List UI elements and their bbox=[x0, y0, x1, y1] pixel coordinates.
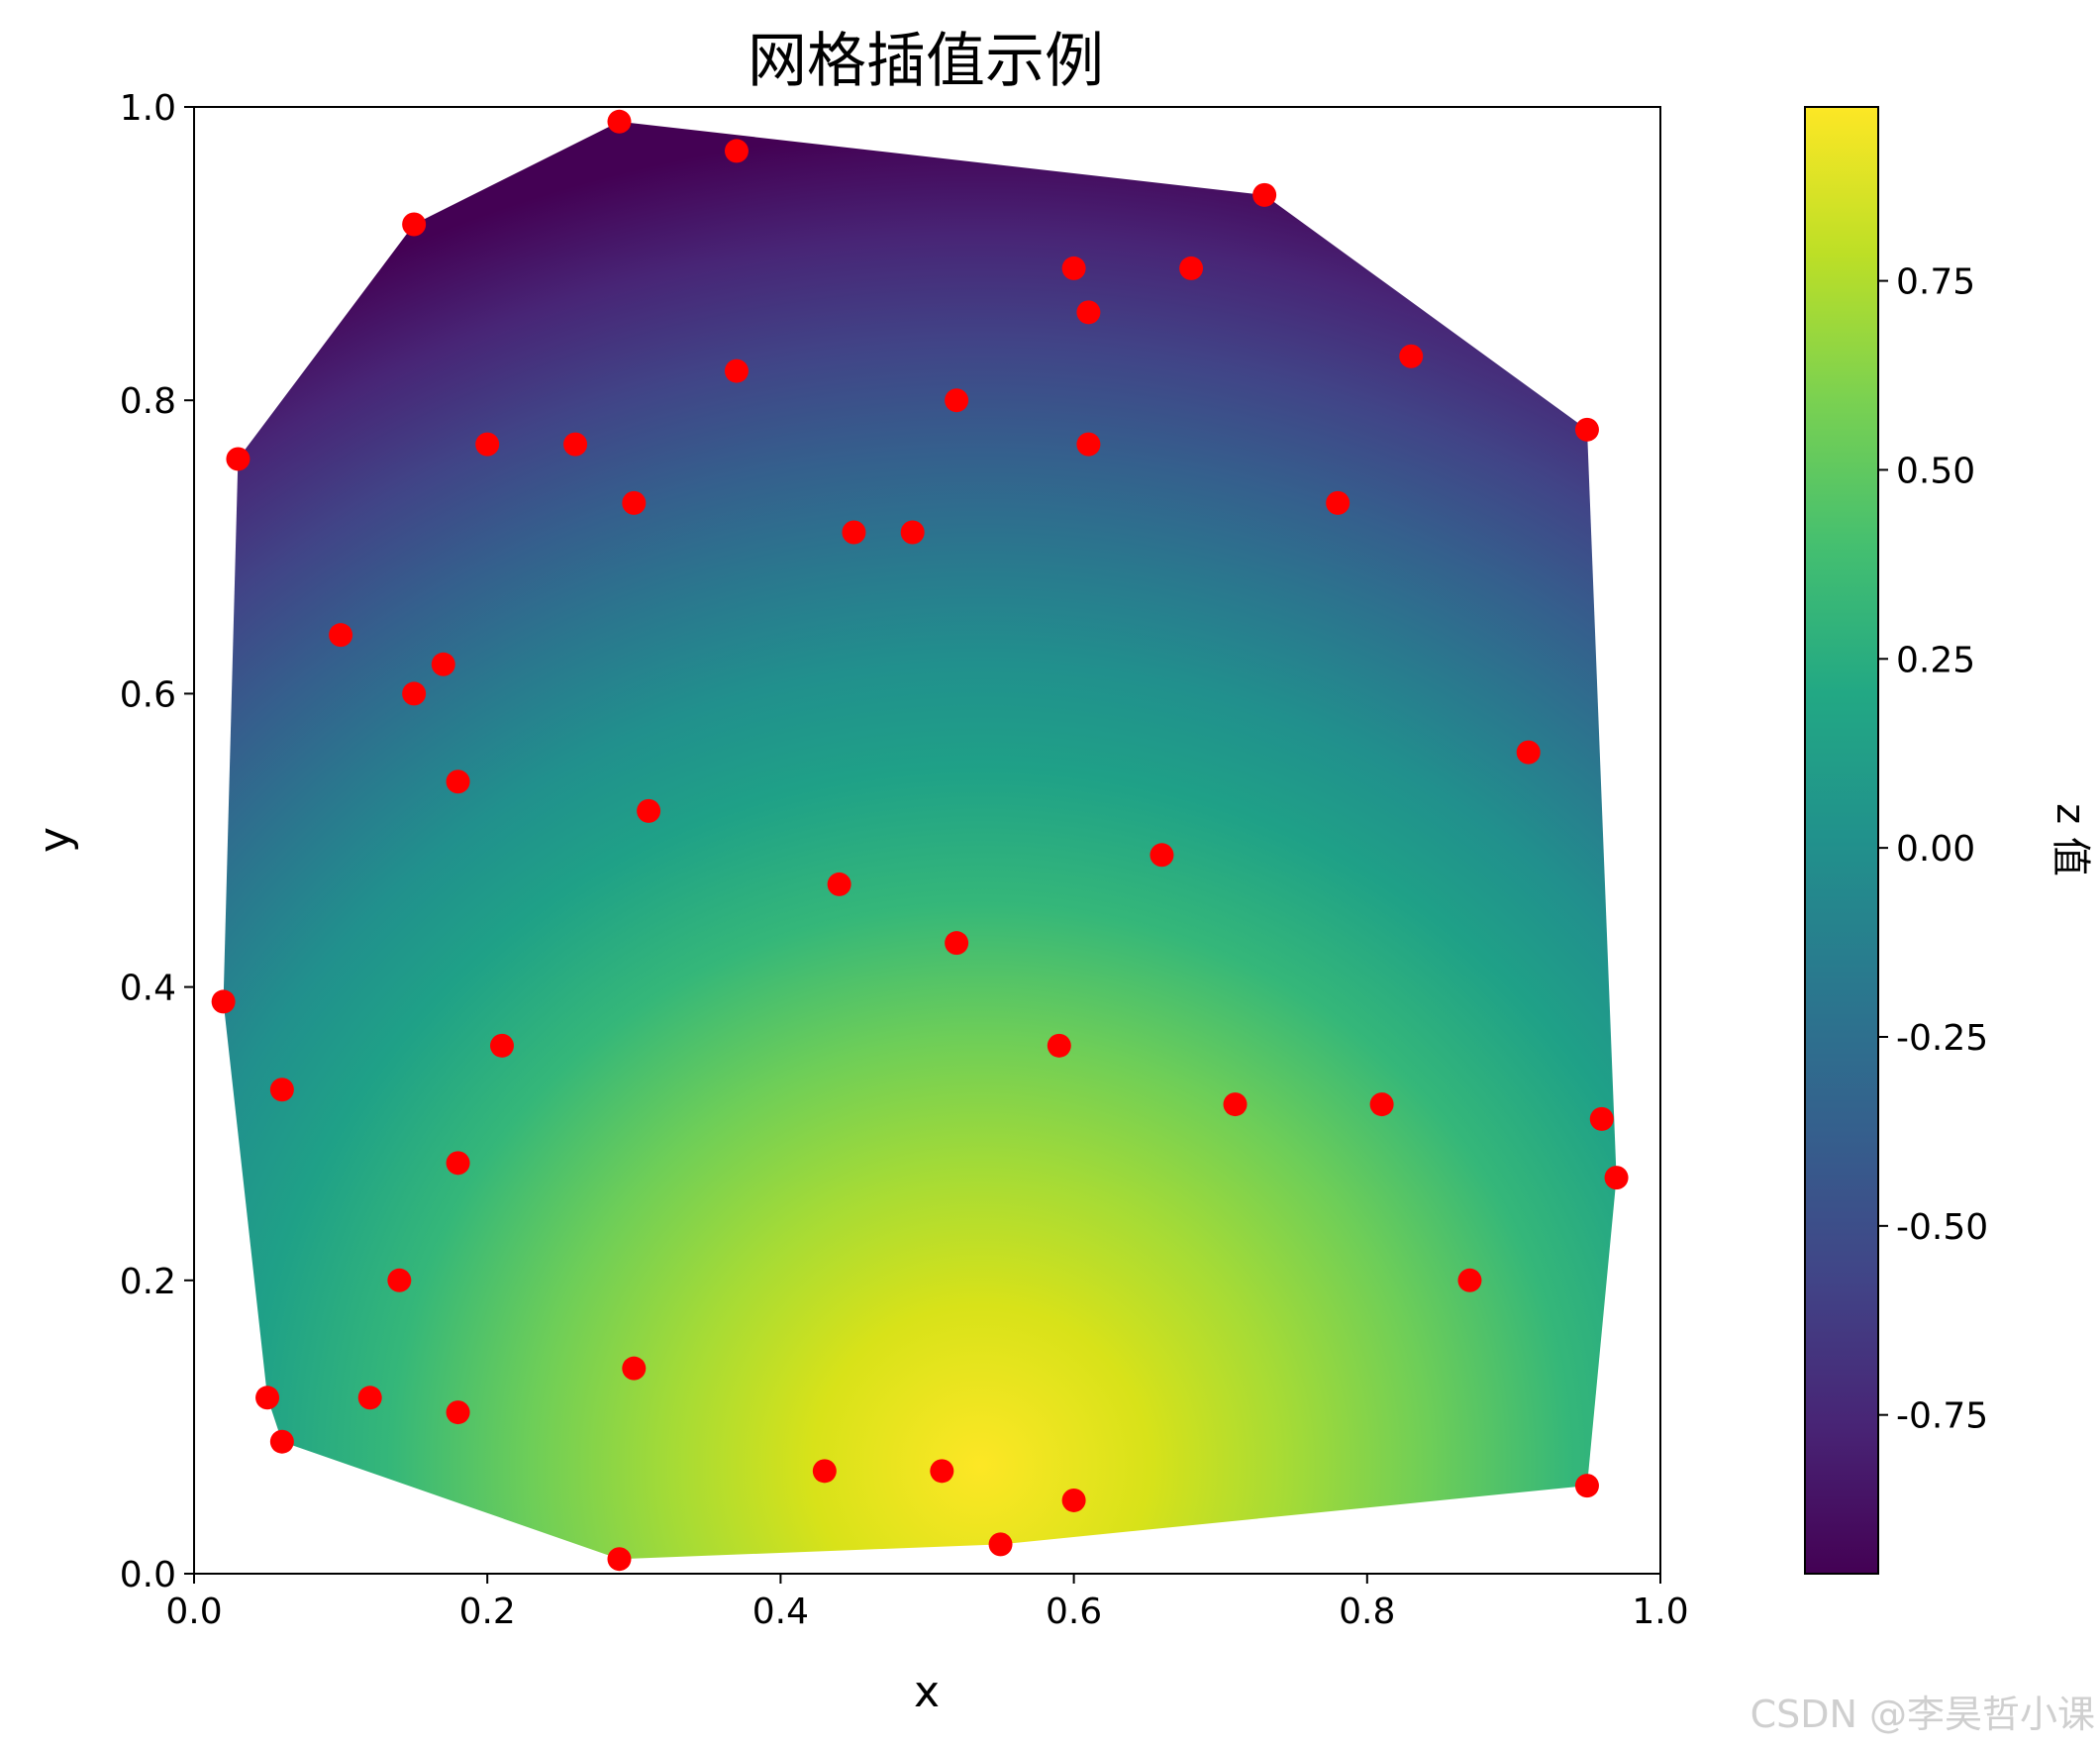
data-point bbox=[1076, 300, 1101, 325]
data-point bbox=[1047, 1033, 1071, 1058]
colorbar-tick-label: -0.75 bbox=[1896, 1396, 1988, 1437]
chart-title: 网格插值示例 bbox=[748, 27, 1104, 96]
x-tick-label: 1.0 bbox=[1632, 1592, 1688, 1632]
data-point bbox=[930, 1459, 954, 1484]
data-point bbox=[988, 1532, 1013, 1557]
colorbar-gradient bbox=[1804, 106, 1879, 1575]
data-point bbox=[812, 1459, 837, 1484]
data-point bbox=[1076, 432, 1101, 457]
data-point bbox=[1369, 1092, 1394, 1117]
data-point bbox=[226, 447, 250, 471]
data-point bbox=[724, 359, 749, 383]
data-point bbox=[402, 681, 427, 706]
data-point bbox=[402, 212, 427, 237]
y-tick-label: 1.0 bbox=[120, 88, 176, 129]
data-point bbox=[1589, 1106, 1614, 1131]
data-point bbox=[622, 490, 647, 515]
y-tick-label: 0.0 bbox=[120, 1555, 176, 1595]
data-point bbox=[607, 1547, 632, 1572]
data-point bbox=[357, 1386, 382, 1410]
data-point bbox=[211, 989, 236, 1014]
data-point bbox=[269, 1429, 294, 1454]
data-point bbox=[1574, 1474, 1599, 1498]
data-point bbox=[607, 109, 632, 134]
x-tick-label: 0.8 bbox=[1339, 1592, 1395, 1632]
x-tick-label: 0.2 bbox=[459, 1592, 516, 1632]
data-point bbox=[475, 432, 500, 457]
data-point bbox=[1574, 417, 1599, 442]
colorbar-tick-label: 0.00 bbox=[1896, 829, 1975, 870]
data-point bbox=[724, 139, 749, 163]
data-point bbox=[900, 520, 925, 545]
y-axis-ticks: 0.0 0.2 0.4 0.6 0.8 1.0 bbox=[120, 88, 194, 1595]
x-tick-label: 0.0 bbox=[165, 1592, 222, 1632]
data-point bbox=[1326, 490, 1350, 515]
colorbar-tick-label: -0.50 bbox=[1896, 1207, 1988, 1248]
y-tick-label: 0.2 bbox=[120, 1262, 176, 1302]
colorbar-tick-label: 0.25 bbox=[1896, 640, 1975, 680]
data-point bbox=[446, 1400, 470, 1425]
colorbar-tick-label: 0.75 bbox=[1896, 262, 1975, 303]
colorbar-tick-label: -0.25 bbox=[1896, 1018, 1988, 1059]
data-point bbox=[1457, 1268, 1482, 1292]
axes-frame bbox=[193, 106, 1661, 1575]
x-axis-ticks: 0.0 0.2 0.4 0.6 0.8 1.0 bbox=[165, 1574, 1689, 1632]
y-tick-label: 0.4 bbox=[120, 969, 176, 1009]
data-point bbox=[622, 1356, 647, 1381]
data-point bbox=[1061, 256, 1086, 280]
data-point bbox=[1150, 843, 1174, 868]
x-tick-label: 0.4 bbox=[752, 1592, 809, 1632]
y-tick-label: 0.6 bbox=[120, 674, 176, 715]
data-point bbox=[1516, 740, 1541, 765]
x-axis-label: x bbox=[914, 1667, 940, 1717]
data-point bbox=[945, 388, 969, 413]
data-point bbox=[1223, 1092, 1248, 1117]
data-point bbox=[1061, 1488, 1086, 1512]
data-point bbox=[563, 432, 588, 457]
data-point bbox=[827, 872, 851, 896]
colorbar-tick-label: 0.50 bbox=[1896, 451, 1975, 491]
y-axis-label: y bbox=[30, 827, 80, 853]
data-point bbox=[1252, 182, 1277, 207]
data-point bbox=[387, 1268, 412, 1292]
data-point bbox=[431, 652, 455, 676]
interpolated-heatmap bbox=[223, 121, 1617, 1560]
y-tick-label: 0.8 bbox=[120, 381, 176, 422]
data-point bbox=[446, 1151, 470, 1176]
data-point bbox=[490, 1033, 515, 1058]
plot-area: 0.0 0.2 0.4 0.6 0.8 1.0 0.0 0.2 0.4 0.6 0.8 1.0 bbox=[120, 88, 1689, 1632]
colorbar-ticks: -0.75 -0.50 -0.25 0.00 0.25 0.50 0.75 bbox=[1878, 262, 1988, 1437]
data-point bbox=[1399, 344, 1424, 368]
data-point bbox=[446, 770, 470, 794]
data-point bbox=[637, 798, 661, 823]
x-tick-label: 0.6 bbox=[1046, 1592, 1102, 1632]
data-point bbox=[269, 1078, 294, 1102]
data-point bbox=[1179, 256, 1204, 280]
data-point bbox=[945, 931, 969, 956]
data-point bbox=[255, 1386, 280, 1410]
colorbar-label: z 值 bbox=[2048, 803, 2093, 876]
watermark: CSDN @李昊哲小课 bbox=[1750, 1693, 2095, 1736]
colorbar: -0.75 -0.50 -0.25 0.00 0.25 0.50 0.75 z 值 bbox=[1804, 106, 2093, 1575]
data-point bbox=[329, 623, 353, 648]
data-point bbox=[1604, 1166, 1629, 1190]
sample-points bbox=[211, 109, 1629, 1572]
data-point bbox=[842, 520, 866, 545]
